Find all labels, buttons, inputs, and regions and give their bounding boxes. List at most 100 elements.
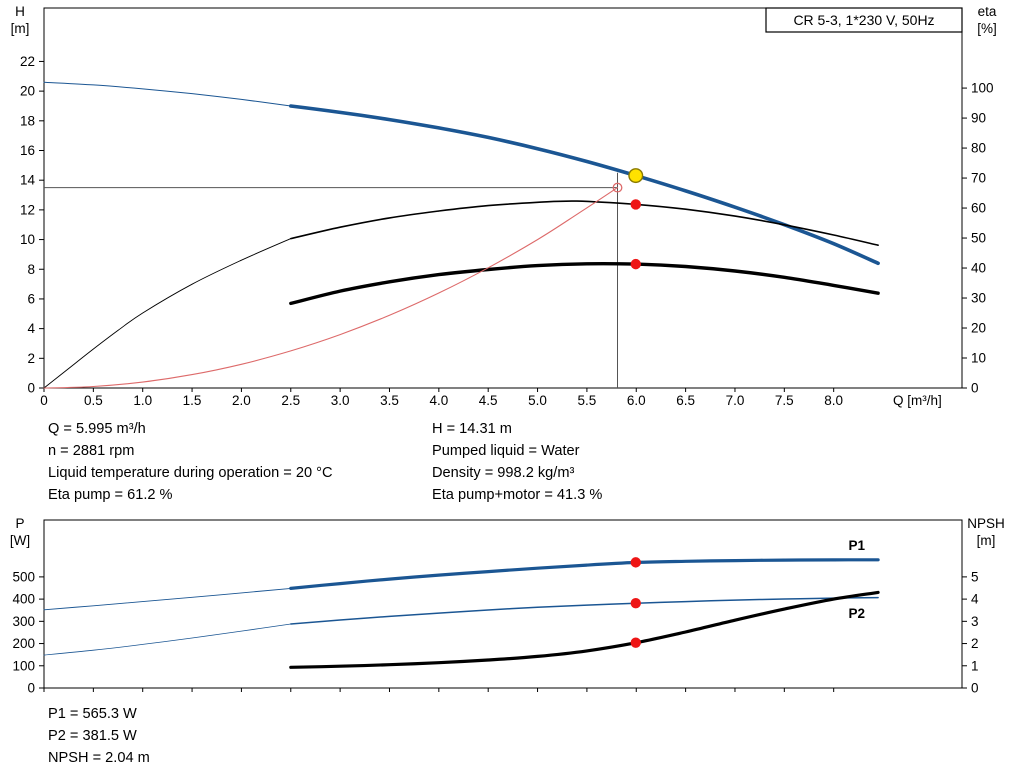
x-tick-label: 4.5 (479, 393, 498, 408)
eta-pump-motor-marker (630, 258, 641, 270)
series-p1-curve (289, 558, 880, 590)
y-left-tick-label: 10 (20, 232, 35, 247)
q-axis-title: Q [m³/h] (893, 393, 942, 408)
series-p2-curve (290, 596, 879, 625)
x-tick-label: 8.0 (824, 393, 843, 408)
series-eta-pump-extension (43, 238, 292, 389)
liquid-temperature-readout: Liquid temperature during operation = 20… (48, 465, 333, 481)
y-left-tick-label: 16 (20, 143, 35, 158)
eta-total-readout: Eta pump+motor = 41.3 % (432, 487, 602, 503)
y-left-tick-label: 18 (20, 113, 35, 128)
y-left-tick-label: 4 (27, 321, 35, 336)
pumped-liquid-readout: Pumped liquid = Water (432, 443, 580, 459)
qh-eta-chart: 0 0.5 1.0 1.5 2.0 2.5 3.0 3.5 4.0 4.5 5.0 5.5 6.0 6.5… (20, 7, 994, 408)
y-right-tick-label: 2 (971, 636, 979, 651)
y-left-tick-label: 6 (27, 291, 35, 306)
p1-readout: P1 = 565.3 W (48, 706, 137, 722)
plot-box (43, 7, 963, 389)
y-right-tick-label: 5 (971, 569, 979, 584)
y-right-tick-label: 50 (971, 231, 986, 246)
y-left-tick-label: 300 (12, 614, 35, 629)
series-npsh-curve (289, 590, 880, 669)
series-qh-curve-extension (43, 81, 292, 107)
eta-axis-title: eta (978, 4, 997, 19)
p-axis-unit: [W] (10, 533, 30, 548)
x-tick-label: 2.0 (232, 393, 251, 408)
y-left-tick-label: 2 (27, 351, 35, 366)
y-right-tick-label: 100 (971, 81, 994, 96)
x-tick-label: 1.0 (133, 393, 152, 408)
power-npsh-chart: 0 100 200 300 400 500 0 1 2 3 4 5 P1 P2 (12, 519, 979, 696)
npsh-axis-unit: [m] (977, 533, 996, 548)
y-right-tick-label: 60 (971, 201, 986, 216)
series-qh-curve (289, 104, 880, 266)
y-right-tick-label: 0 (971, 681, 979, 696)
x-tick-label: 7.0 (726, 393, 745, 408)
y-right-tick-label: 30 (971, 291, 986, 306)
y-left-tick-label: 14 (20, 173, 36, 188)
density-readout: Density = 998.2 kg/m³ (432, 465, 574, 481)
eta-pump-marker (630, 199, 641, 210)
y-left-tick-label: 0 (27, 681, 35, 696)
p1-marker (630, 557, 641, 568)
head-readout: H = 14.31 m (432, 421, 512, 437)
series-eta-pump-curve (290, 200, 879, 246)
plot-box (43, 519, 963, 689)
y-right-tick-label: 0 (971, 381, 979, 396)
curve-title-text: CR 5-3, 1*230 V, 50Hz (793, 12, 934, 28)
y-left-tick-label: 400 (12, 592, 35, 607)
x-tick-label: 5.0 (528, 393, 547, 408)
npsh-marker (630, 637, 641, 648)
series-p2-extension (43, 623, 292, 656)
y-left-tick-label: 22 (20, 54, 35, 69)
y-right-tick-label: 70 (971, 171, 986, 186)
x-tick-label: 7.5 (775, 393, 794, 408)
requested-duty-marker (612, 182, 623, 193)
x-tick-label: 3.5 (380, 393, 399, 408)
p2-marker (630, 598, 641, 609)
duty-point-marker (628, 168, 644, 184)
y-left-tick-label: 100 (12, 658, 35, 673)
series-system-curve (43, 187, 619, 389)
p-axis-title: P (15, 516, 24, 531)
npsh-axis-title: NPSH (967, 516, 1005, 531)
series-label-p2: P2 (848, 606, 865, 621)
h-axis-unit: [m] (11, 21, 30, 36)
y-left-tick-label: 0 (27, 381, 35, 396)
x-tick-label: 1.5 (183, 393, 202, 408)
y-left-tick-label: 8 (27, 262, 35, 277)
eta-axis-unit: [%] (977, 21, 997, 36)
x-tick-label: 3.0 (331, 393, 350, 408)
y-right-tick-label: 3 (971, 614, 979, 629)
x-tick-label: 0 (40, 393, 48, 408)
y-right-tick-label: 20 (971, 321, 986, 336)
y-left-tick-label: 12 (20, 202, 35, 217)
flow-readout: Q = 5.995 m³/h (48, 421, 146, 437)
x-tick-label: 6.5 (676, 393, 695, 408)
speed-readout: n = 2881 rpm (48, 443, 134, 459)
eta-pump-readout: Eta pump = 61.2 % (48, 487, 173, 503)
h-axis-title: H (15, 4, 25, 19)
y-left-tick-label: 20 (20, 84, 35, 99)
p2-readout: P2 = 381.5 W (48, 728, 137, 744)
y-right-tick-label: 10 (971, 351, 986, 366)
x-tick-label: 2.5 (281, 393, 300, 408)
y-right-tick-label: 40 (971, 261, 986, 276)
series-eta-pump-motor-curve (289, 262, 880, 306)
y-right-tick-label: 80 (971, 141, 986, 156)
x-tick-label: 4.0 (429, 393, 448, 408)
y-left-tick-label: 500 (12, 569, 35, 584)
x-tick-label: 6.0 (627, 393, 646, 408)
y-left-tick-label: 200 (12, 636, 35, 651)
y-right-tick-label: 90 (971, 111, 986, 126)
x-tick-label: 0.5 (84, 393, 103, 408)
series-label-p1: P1 (848, 538, 865, 553)
npsh-readout: NPSH = 2.04 m (48, 750, 150, 766)
curve-title-box (765, 7, 963, 33)
y-right-tick-label: 1 (971, 658, 979, 673)
y-right-tick-label: 4 (971, 592, 979, 607)
series-p1-extension (43, 587, 292, 611)
x-tick-label: 5.5 (578, 393, 597, 408)
